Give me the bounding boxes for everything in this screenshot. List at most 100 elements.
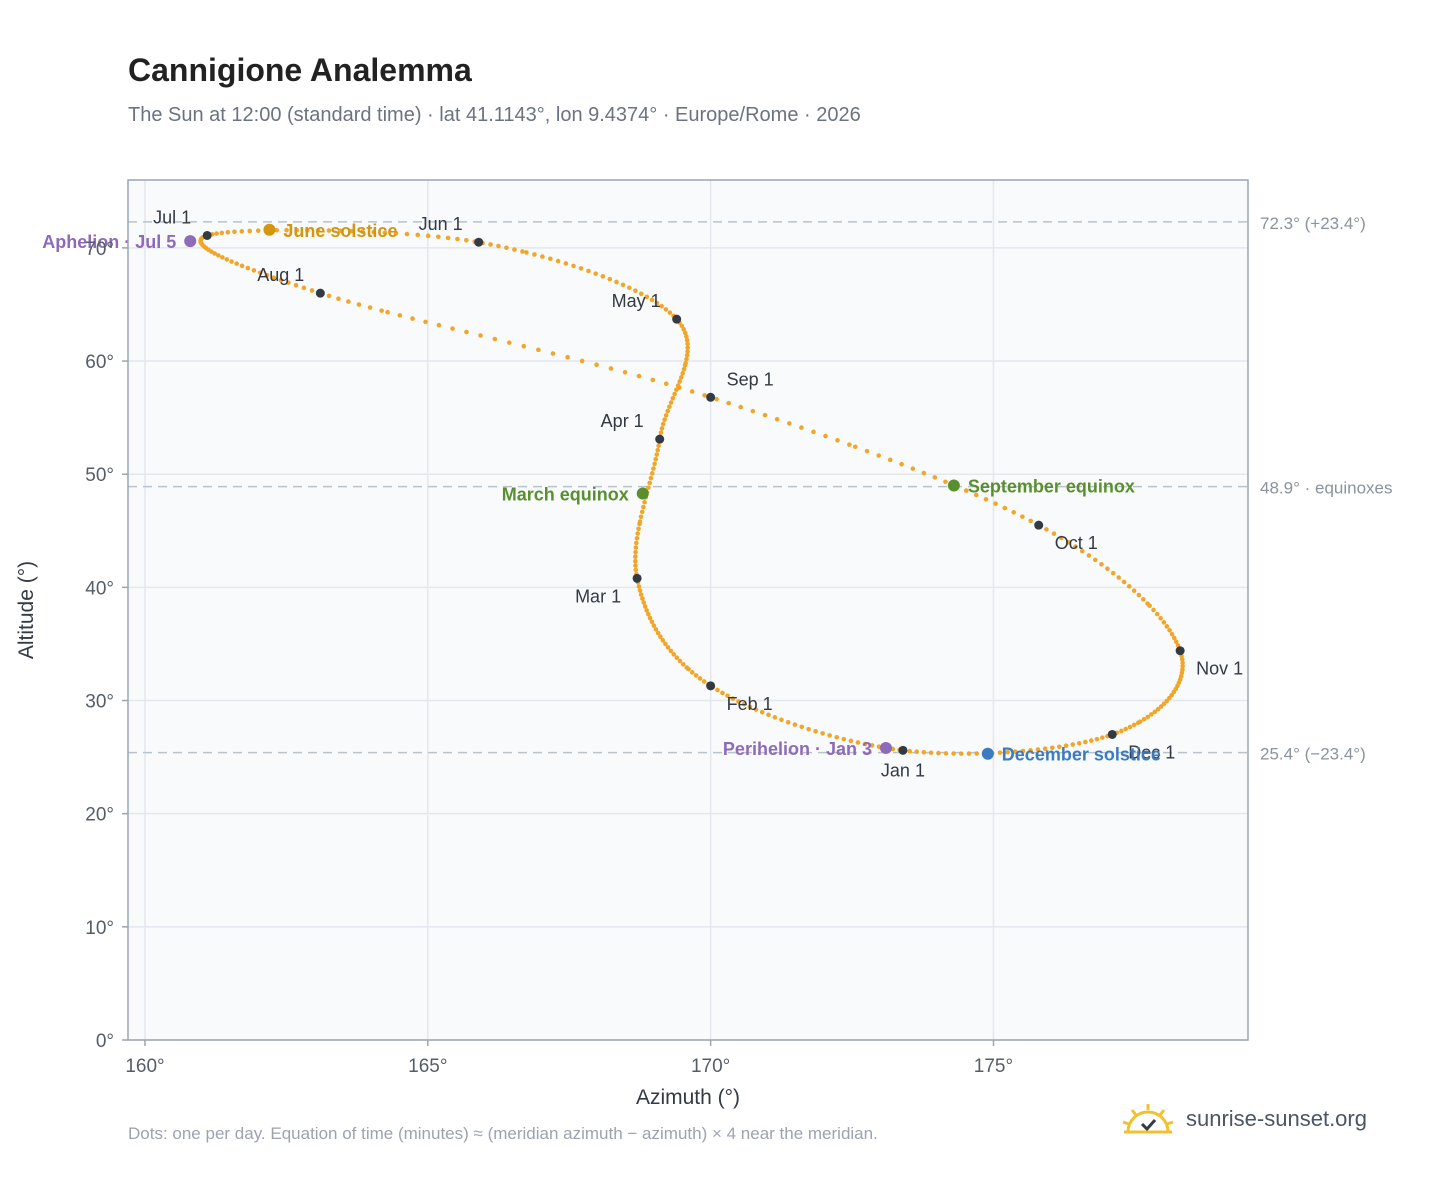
- day-dot: [382, 230, 388, 235]
- day-dot: [641, 600, 647, 605]
- day-dot: [835, 438, 840, 443]
- day-dot: [404, 231, 410, 237]
- day-dot: [646, 611, 651, 617]
- day-dot: [685, 345, 691, 350]
- day-dot: [806, 726, 811, 732]
- day-dot: [852, 444, 858, 450]
- day-dot: [634, 535, 640, 541]
- footnote: Dots: one per day. Equation of time (min…: [128, 1124, 878, 1143]
- month-label: Apr 1: [601, 411, 644, 431]
- day-dot: [658, 430, 664, 435]
- day-dot: [367, 305, 373, 310]
- month-label: Jul 1: [153, 207, 191, 227]
- day-dot: [725, 693, 730, 699]
- day-dot: [668, 400, 674, 405]
- day-dot: [914, 749, 920, 755]
- day-dot: [651, 466, 656, 471]
- day-dot: [633, 288, 638, 294]
- day-dot: [660, 421, 666, 427]
- day-dot: [232, 229, 237, 235]
- day-dot: [1086, 553, 1092, 558]
- y-tick-label: 20°: [85, 805, 114, 826]
- day-dot: [520, 249, 525, 254]
- day-dot: [653, 627, 659, 632]
- day-dot: [1171, 635, 1177, 641]
- day-dot: [1002, 505, 1008, 511]
- day-dot: [681, 662, 686, 667]
- day-dot: [286, 280, 291, 285]
- day-dot: [555, 258, 561, 264]
- day-dot: [294, 227, 300, 233]
- x-axis-label: Azimuth (°): [636, 1086, 740, 1109]
- brand[interactable]: sunrise-sunset.org: [1120, 1102, 1367, 1136]
- y-tick-label: 10°: [85, 918, 114, 939]
- day-dot: [239, 229, 245, 234]
- y-tick-label: 0°: [96, 1031, 114, 1052]
- event-label: Perihelion · Jan 3: [723, 739, 872, 759]
- day-dot: [720, 690, 725, 696]
- day-dot: [659, 303, 664, 309]
- day-dot: [1059, 535, 1064, 541]
- day-dot: [1151, 607, 1156, 613]
- day-dot: [212, 251, 218, 256]
- day-dot: [647, 615, 653, 621]
- x-tick-label: 160°: [125, 1056, 164, 1077]
- day-dot: [638, 291, 644, 297]
- day-dot: [257, 270, 263, 276]
- day-dot: [315, 228, 321, 233]
- day-dot: [993, 501, 998, 506]
- day-dot: [730, 696, 736, 701]
- day-dot: [492, 336, 498, 342]
- day-dot: [966, 751, 972, 756]
- day-dot: [229, 259, 234, 264]
- day-dot: [799, 425, 804, 430]
- day-dot: [633, 549, 638, 555]
- day-dot: [653, 456, 659, 462]
- day-dot: [1155, 706, 1161, 712]
- day-dot: [1073, 544, 1078, 549]
- day-dot: [251, 268, 257, 273]
- month-marker: [315, 288, 325, 298]
- day-dot: [973, 492, 979, 498]
- day-dot: [741, 701, 747, 707]
- day-dot: [1169, 631, 1175, 637]
- day-dot: [1131, 588, 1137, 593]
- day-dot: [506, 340, 512, 345]
- day-dot: [637, 519, 643, 524]
- day-dot: [641, 504, 646, 510]
- day-dot: [1136, 592, 1142, 598]
- day-dot: [799, 724, 805, 730]
- month-label: Jun 1: [419, 214, 463, 234]
- day-dot: [943, 751, 949, 756]
- day-dot: [680, 370, 685, 376]
- sun-logo-icon: [1122, 1104, 1174, 1134]
- day-dot: [1179, 657, 1185, 662]
- day-dot: [346, 299, 351, 304]
- day-dot: [1158, 704, 1164, 709]
- day-dot: [636, 584, 642, 589]
- day-dot: [278, 277, 284, 283]
- day-dot: [488, 242, 493, 247]
- grid: [128, 180, 1248, 1041]
- day-dot: [921, 470, 927, 476]
- day-dot: [326, 228, 332, 233]
- day-dot: [910, 466, 916, 471]
- day-dot: [672, 391, 677, 397]
- day-dot: [608, 366, 614, 371]
- day-dot: [1154, 611, 1160, 617]
- day-dot: [571, 263, 576, 269]
- day-dot: [663, 641, 668, 647]
- day-dot: [823, 433, 828, 439]
- day-dot: [1161, 620, 1167, 625]
- day-dot: [642, 604, 648, 609]
- month-marker: [202, 230, 212, 240]
- day-dot: [301, 285, 307, 291]
- day-dot: [638, 592, 644, 597]
- day-dot: [607, 276, 613, 282]
- day-dot: [360, 229, 365, 234]
- day-dot: [649, 619, 655, 625]
- analemma-chart: 72.3° (+23.4°) 48.9° · equinoxes 25.4° (−2…: [15, 179, 1393, 1109]
- day-dot: [536, 347, 541, 353]
- day-dot: [1141, 597, 1146, 602]
- day-dot: [887, 457, 893, 463]
